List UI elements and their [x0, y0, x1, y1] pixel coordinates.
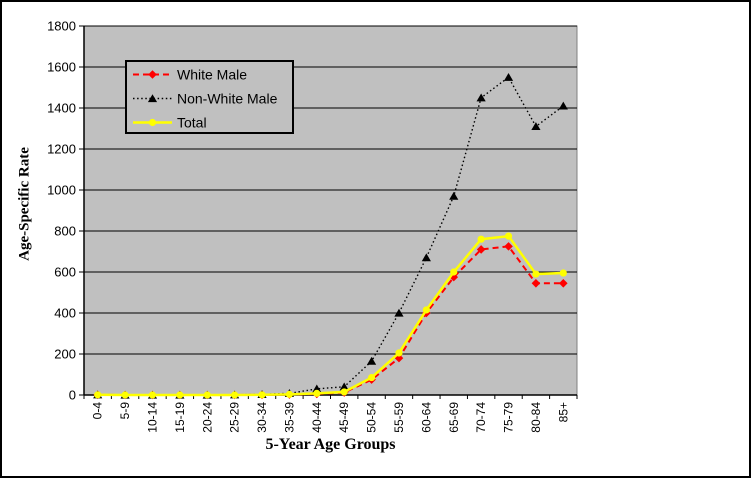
triangle-marker	[366, 356, 377, 365]
x-axis-tick-label: 0-4	[91, 402, 105, 420]
y-axis-tick-label: 1200	[47, 142, 76, 157]
triangle-marker	[421, 253, 431, 262]
series-total	[94, 232, 567, 399]
diamond-marker	[394, 353, 404, 363]
circle-marker	[504, 232, 513, 240]
y-axis-tick-label: 1000	[47, 183, 76, 198]
triangle-marker	[476, 93, 486, 102]
x-axis-tick-label: 35-39	[282, 402, 296, 433]
triangle-marker	[449, 191, 459, 200]
x-axis-tick-label: 85+	[556, 402, 570, 422]
diamond-marker	[504, 242, 513, 251]
diamond-marker	[476, 245, 486, 254]
y-axis-tick-label: 0	[69, 388, 76, 403]
circle-marker	[532, 270, 540, 278]
x-axis-tick-label: 45-49	[337, 402, 351, 433]
x-axis-tick-label: 75-79	[502, 402, 516, 433]
x-axis-tick-label: 10-14	[145, 402, 159, 433]
legend-entry: Total	[133, 115, 207, 131]
x-axis-title: 5-Year Age Groups	[265, 436, 396, 453]
x-axis-tick-label: 20-24	[200, 402, 214, 433]
diamond-marker	[559, 278, 568, 288]
circle-marker	[559, 269, 567, 277]
circle-marker	[285, 390, 294, 398]
y-axis-tick-label: 1400	[47, 101, 76, 116]
legend-label: Total	[177, 115, 207, 131]
y-axis-tick-label: 1600	[47, 60, 76, 75]
triangle-marker	[147, 94, 158, 103]
circle-marker	[203, 391, 211, 399]
circle-marker	[477, 235, 485, 243]
triangle-marker	[312, 384, 322, 393]
y-axis-title: Age-Specific Rate	[16, 147, 33, 261]
circle-marker	[422, 306, 430, 314]
y-axis-tick-label: 200	[54, 347, 76, 362]
circle-marker	[121, 391, 129, 399]
circle-marker	[94, 391, 102, 399]
x-axis-tick-label: 60-64	[419, 402, 433, 433]
circle-marker	[340, 388, 348, 396]
x-axis-tick-label: 5-9	[118, 402, 132, 420]
circle-marker	[367, 373, 376, 382]
triangle-marker	[503, 72, 514, 81]
x-axis-tick-label: 15-19	[173, 402, 187, 433]
triangle-marker	[394, 308, 404, 317]
legend-label: Non-White Male	[177, 91, 278, 107]
legend: White Male Non-White Male Total	[125, 60, 294, 134]
circle-marker	[148, 391, 157, 399]
y-axis-tick-label: 600	[54, 265, 76, 280]
x-axis-tick-label: 80-84	[529, 402, 543, 433]
x-axis-tick-label: 25-29	[228, 402, 242, 433]
triangle-marker	[531, 122, 541, 131]
diamond-marker	[531, 278, 541, 288]
diamond-marker	[148, 70, 157, 79]
circle-marker	[231, 391, 239, 399]
x-axis-tick-label: 65-69	[447, 402, 461, 433]
x-axis-tick-label: 55-59	[392, 402, 406, 433]
x-axis-tick-label: 50-54	[365, 402, 379, 433]
circle-marker	[176, 391, 184, 399]
circle-marker	[148, 118, 157, 127]
circle-marker	[395, 349, 403, 357]
legend-entry: Non-White Male	[133, 91, 278, 107]
x-axis-tick-label: 40-44	[310, 402, 324, 433]
series-line	[97, 234, 564, 397]
triangle-marker	[339, 382, 349, 391]
legend-label: White Male	[177, 67, 247, 83]
y-axis-tick-label: 400	[54, 306, 76, 321]
x-axis-tick-label: 30-34	[255, 402, 269, 433]
y-axis-tick-label: 1800	[47, 19, 76, 34]
circle-marker	[450, 268, 458, 276]
triangle-marker	[558, 101, 568, 110]
circle-marker	[258, 391, 266, 399]
circle-marker	[313, 389, 321, 397]
legend-entry: White Male	[133, 67, 247, 83]
y-axis-tick-label: 800	[54, 224, 76, 239]
x-axis-tick-label: 70-74	[474, 402, 488, 433]
